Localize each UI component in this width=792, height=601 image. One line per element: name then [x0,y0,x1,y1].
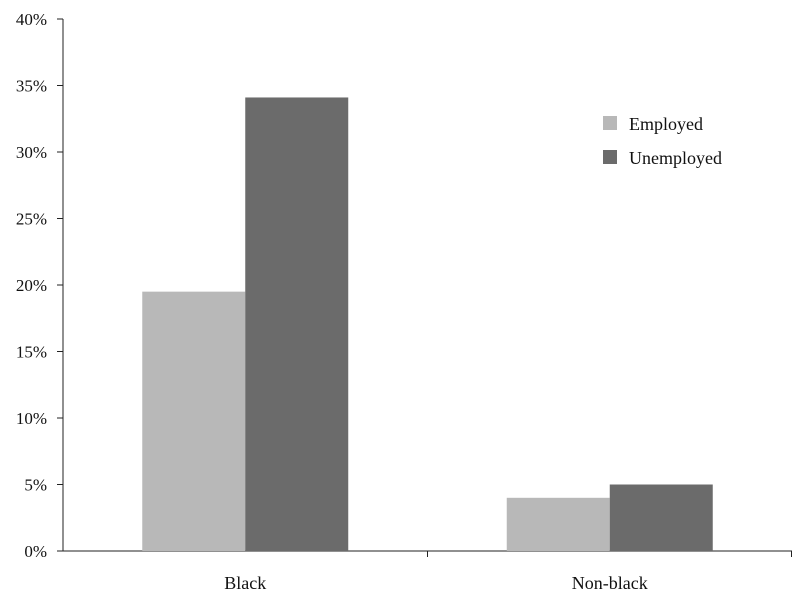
legend-swatch [603,150,617,164]
bar-unemployed-non-black [609,484,713,551]
legend-label: Employed [629,114,703,134]
y-tick-label: 15% [16,343,47,362]
y-tick-label: 40% [16,10,47,29]
y-tick-label: 20% [16,276,47,295]
y-tick-label: 10% [16,409,47,428]
y-tick-label: 35% [16,77,47,96]
legend: Employed Unemployed [603,114,722,168]
x-category-label: Black [224,573,266,593]
x-axis: Black Non-black [63,550,792,593]
y-tick-label: 5% [24,476,47,495]
bar-employed-non-black [506,497,610,551]
x-category-label: Non-black [572,573,648,593]
legend-swatch [603,116,617,130]
bars [142,97,713,551]
y-tick-label: 0% [24,542,47,561]
y-tick-label: 30% [16,143,47,162]
y-tick-label: 25% [16,210,47,229]
bar-employed-black [142,291,246,551]
bar-unemployed-black [245,97,349,551]
legend-label: Unemployed [629,148,722,168]
y-axis: 0% 5% 10% 15% 20% 25% 30% 35% 40% [16,10,64,561]
